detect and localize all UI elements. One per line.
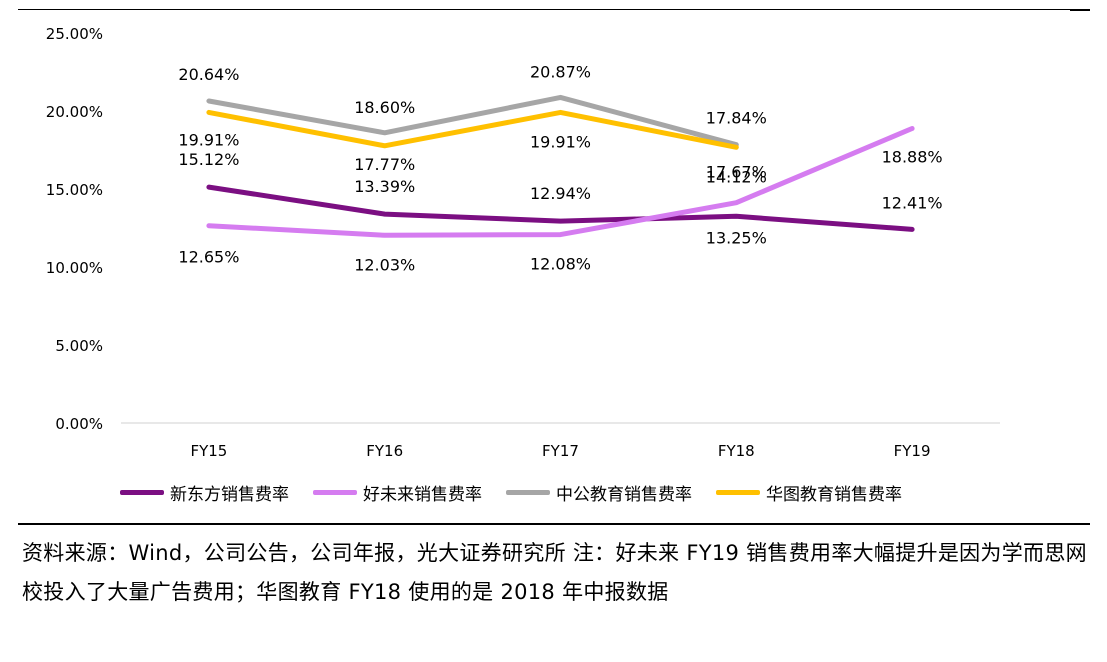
top-rule [18,9,1090,10]
y-tick-label: 15.00% [46,181,103,199]
legend-swatch [120,490,164,495]
data-label: 19.91% [178,130,239,149]
data-label: 13.25% [706,228,767,247]
data-label: 17.77% [354,155,415,174]
x-tick-label: FY16 [366,442,403,460]
y-tick-label: 25.00% [46,25,103,43]
bottom-rule [18,523,1090,525]
x-tick-label: FY17 [542,442,579,460]
top-rule-accent [1070,9,1090,11]
data-label: 12.41% [882,193,943,212]
chart-legend: 新东方销售费率 好未来销售费率 中公教育销售费率 华图教育销售费率 [120,480,926,505]
series-line-3 [206,94,739,148]
data-label: 20.64% [178,65,239,84]
x-tick-label: FY19 [894,442,931,460]
data-label: 14.12% [706,168,767,187]
source-note: 资料来源：Wind，公司公告，公司年报，光大证券研究所 注：好未来 FY19 销… [22,541,1087,604]
line-chart: 0.00% 5.00% 10.00% 15.00% 20.00% 25.00% FY15 FY… [46,25,1000,460]
y-tick-label: 10.00% [46,259,103,277]
data-label: 13.39% [354,177,415,196]
series-line-1 [206,184,915,232]
legend-item: 中公教育销售费率 [506,480,692,505]
y-tick-label: 5.00% [55,337,103,355]
data-label: 18.60% [354,98,415,117]
y-tick-label: 20.00% [46,103,103,121]
legend-label: 新东方销售费率 [170,485,289,505]
legend-item: 新东方销售费率 [120,480,289,505]
legend-swatch [716,490,760,495]
series-line-4 [206,109,739,150]
x-tick-label: FY18 [718,442,755,460]
legend-label: 华图教育销售费率 [766,485,902,505]
data-label: 12.08% [530,255,591,274]
data-label: 17.84% [706,109,767,128]
legend-label: 中公教育销售费率 [556,485,692,505]
data-label: 15.12% [178,150,239,169]
data-label: 12.94% [530,184,591,203]
legend-swatch [313,490,357,495]
data-label: 18.88% [882,147,943,166]
data-label: 20.87% [530,62,591,81]
data-label: 17.67% [706,162,767,181]
data-label: 19.91% [530,132,591,151]
legend-item: 华图教育销售费率 [716,480,902,505]
x-tick-label: FY15 [190,442,227,460]
legend-item: 好未来销售费率 [313,480,482,505]
series-line-2 [206,126,915,238]
legend-swatch [506,490,550,495]
legend-label: 好未来销售费率 [363,485,482,505]
y-tick-label: 0.00% [55,415,103,433]
data-label: 12.03% [354,255,415,274]
data-label: 12.65% [178,248,239,267]
